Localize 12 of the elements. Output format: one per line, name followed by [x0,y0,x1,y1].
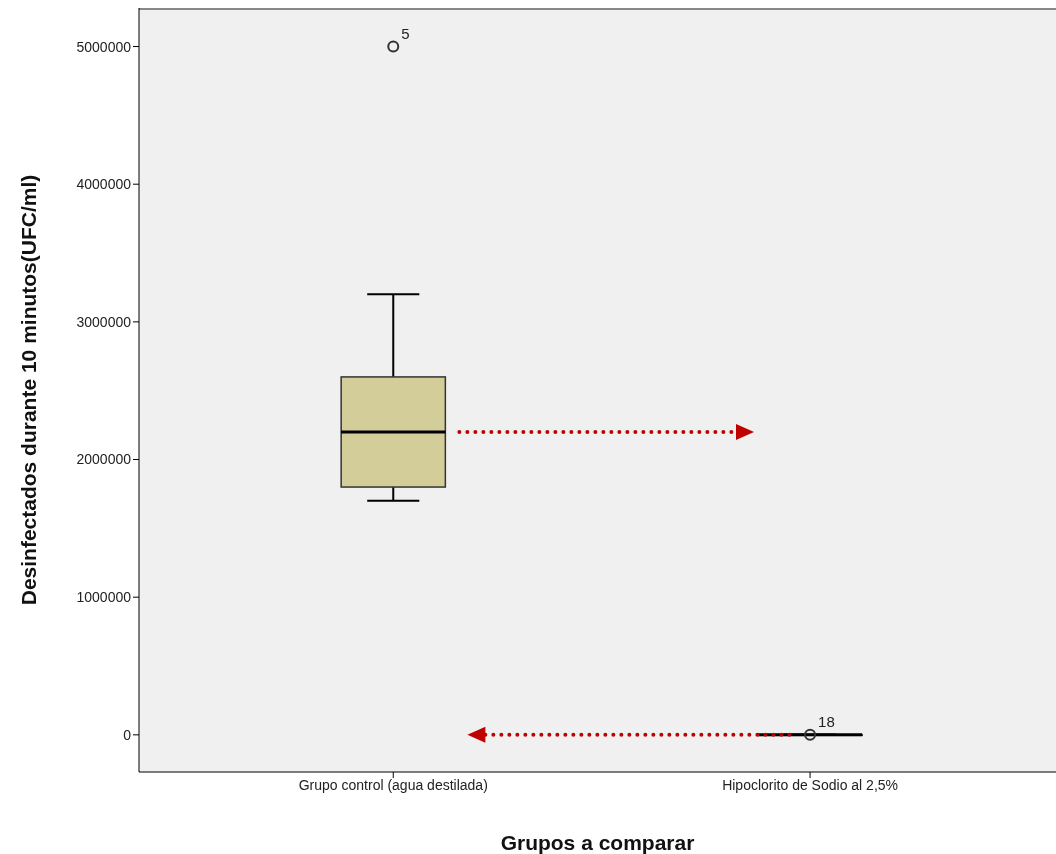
y-tick-label: 3000000 [76,313,132,330]
annotation: 5 [401,24,410,42]
y-tick-label: 4000000 [76,176,132,193]
x-tick-label: Hipoclorito de Sodio al 2,5% [722,776,899,793]
x-tick-label: Grupo control (agua destilada) [298,776,488,793]
y-tick-label: 1000000 [76,589,132,606]
y-tick-label: 0 [123,726,132,743]
y-axis-title: Desinfectados durante 10 minutos(UFC/ml) [17,174,40,606]
annotation: 18 [818,712,835,730]
y-tick-label: 5000000 [76,38,132,55]
y-tick-label: 2000000 [76,451,132,468]
x-axis-title: Grupos a comparar [500,831,695,854]
